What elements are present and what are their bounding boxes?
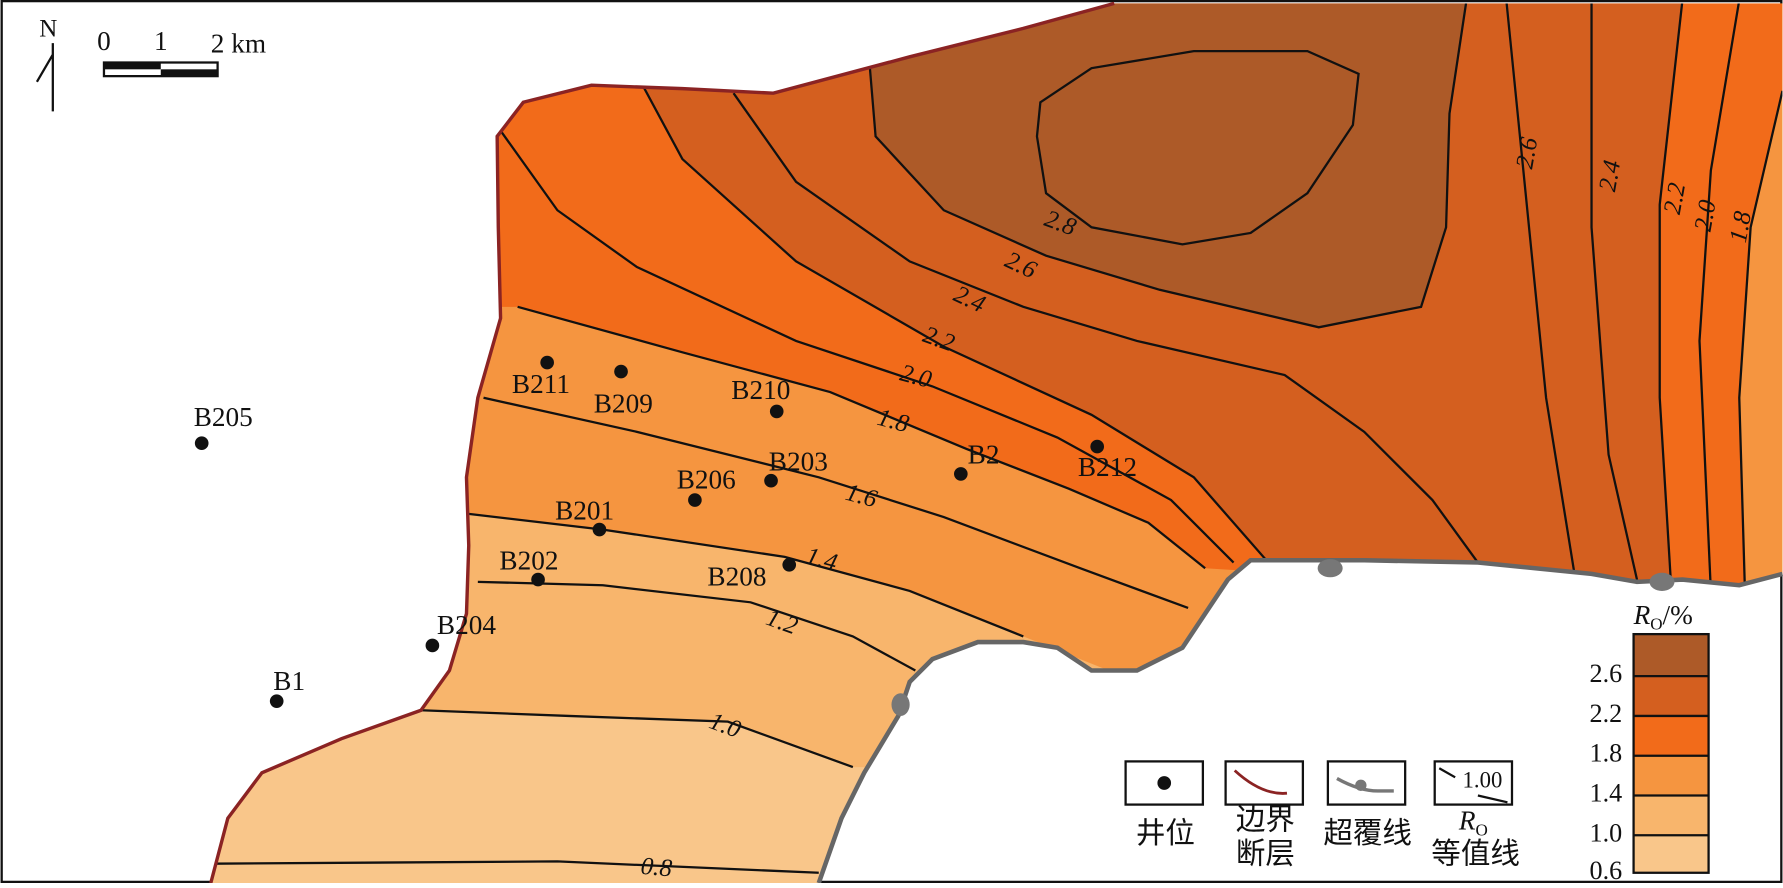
scale-label: 0	[97, 26, 111, 56]
scale-bar-segment	[160, 69, 218, 77]
well-label: B208	[707, 561, 766, 591]
symbol-label: 等值线	[1431, 838, 1520, 871]
north-label: N	[39, 15, 57, 42]
well-label: B206	[677, 465, 736, 495]
well	[269, 694, 284, 708]
contour-label: 1.8	[1725, 209, 1757, 245]
contour-label: 2.6	[1511, 135, 1543, 171]
well-label: B209	[594, 389, 653, 419]
scale-label: 2 km	[211, 28, 266, 58]
well-label: B2	[968, 440, 1000, 470]
well	[769, 404, 784, 419]
well-label: B210	[731, 375, 790, 405]
well	[425, 638, 440, 653]
contour-sample: 1.00	[1463, 768, 1503, 793]
ro-tick-label: 1.8	[1590, 739, 1623, 768]
well	[540, 355, 554, 370]
well	[531, 572, 545, 587]
well-label: B212	[1078, 452, 1137, 482]
scale-label: 1	[154, 26, 168, 56]
ro-tick-label: 1.0	[1590, 818, 1623, 847]
ro-tick-label: 2.6	[1590, 659, 1623, 688]
well	[1090, 439, 1105, 454]
boundary-fault	[209, 1, 1115, 884]
symbol-label: 断层	[1236, 838, 1295, 871]
well-label: B203	[769, 446, 828, 476]
well-label: B205	[194, 402, 253, 432]
ro-tick-label: 2.2	[1590, 699, 1623, 728]
symbol-label: 超覆线	[1323, 817, 1412, 850]
north-arrow	[35, 43, 54, 112]
well-label: B202	[499, 545, 558, 575]
well	[592, 522, 607, 537]
well-label: B211	[512, 369, 570, 399]
contour-lines	[210, 3, 1783, 874]
well-label: B1	[273, 666, 305, 696]
ro-legend-title: RO/%	[1633, 600, 1693, 634]
ro-tick-label: 1.4	[1590, 778, 1623, 807]
well	[614, 364, 628, 379]
symbol-label: RO	[1458, 806, 1488, 840]
well	[782, 557, 797, 572]
well	[764, 473, 778, 488]
well	[194, 436, 209, 451]
contour-label: 2.0	[1690, 197, 1722, 233]
symbol-label: 井位	[1136, 817, 1195, 850]
symbol-legend: 1.00 RO	[1124, 760, 1514, 840]
overlap-markers	[891, 559, 1675, 716]
well	[954, 467, 968, 481]
ro-tick-label: 0.6	[1590, 856, 1623, 883]
contour-label: 2.2	[1659, 181, 1691, 216]
well-label: B201	[555, 495, 614, 525]
contour-label: 0.8	[640, 853, 674, 883]
well-label: B204	[437, 610, 496, 640]
ro-legend: RO/%	[1632, 600, 1710, 874]
scale-bar-segment	[103, 62, 161, 70]
symbol-label: 边界	[1236, 805, 1295, 837]
well	[688, 493, 702, 507]
contour-label: 2.4	[1594, 158, 1626, 193]
